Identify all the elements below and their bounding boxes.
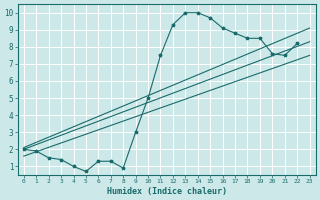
X-axis label: Humidex (Indice chaleur): Humidex (Indice chaleur): [107, 187, 227, 196]
